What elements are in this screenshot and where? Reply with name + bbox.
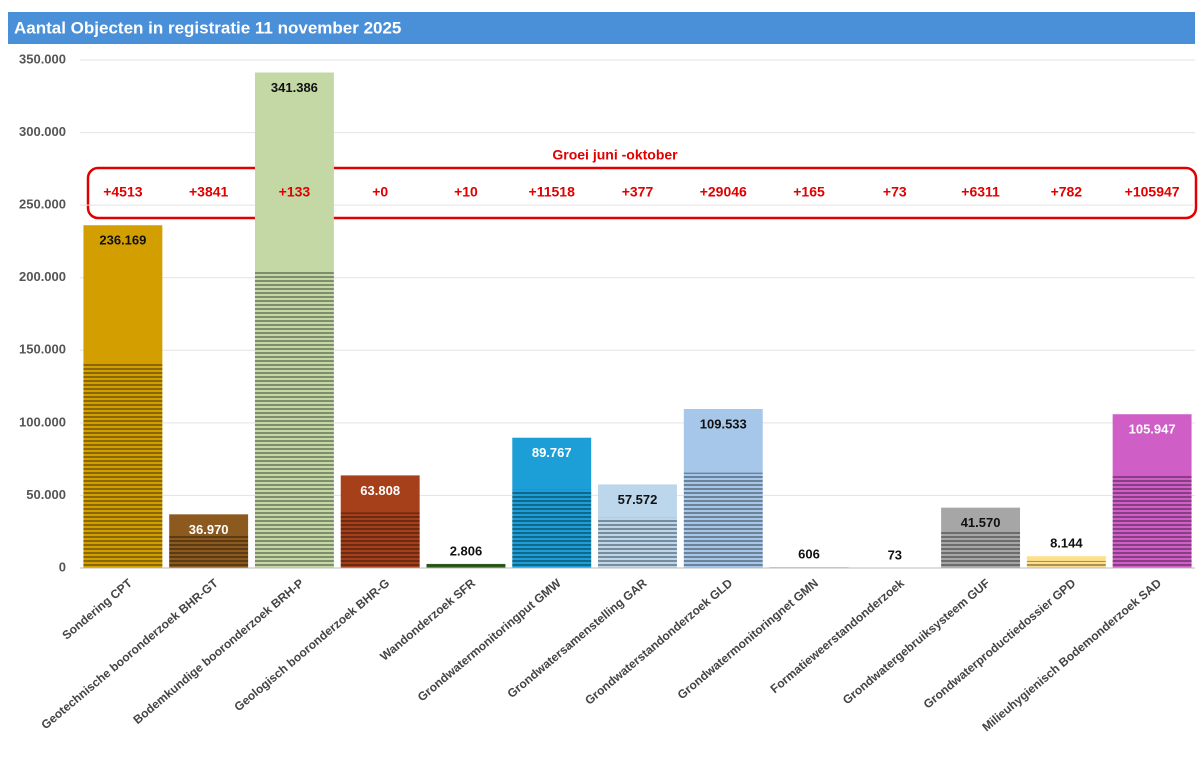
y-tick-label: 50.000 bbox=[26, 487, 66, 502]
value-label: 109.533 bbox=[700, 416, 747, 431]
value-label: 63.808 bbox=[360, 483, 400, 498]
growth-label: +3841 bbox=[189, 184, 229, 200]
growth-label: +782 bbox=[1051, 184, 1083, 200]
x-tick-label: Grondwatergebruiksysteem GUF bbox=[840, 576, 993, 707]
y-tick-label: 250.000 bbox=[19, 197, 66, 212]
value-label: 41.570 bbox=[961, 515, 1001, 530]
growth-label: +377 bbox=[622, 184, 654, 200]
bar-hatch bbox=[1026, 560, 1106, 568]
value-label: 236.169 bbox=[99, 233, 146, 248]
y-tick-label: 200.000 bbox=[19, 269, 66, 284]
growth-label: +133 bbox=[279, 184, 311, 200]
growth-label: +6311 bbox=[961, 184, 1000, 200]
y-tick-label: 300.000 bbox=[19, 124, 66, 139]
x-tick-label: Formatieweerstandonderzoek bbox=[768, 576, 908, 696]
growth-label: +29046 bbox=[700, 184, 747, 200]
bar-hatch bbox=[169, 535, 249, 568]
x-tick-label: Grondwaterstandonderzoek GLD bbox=[582, 576, 735, 708]
growth-label: +73 bbox=[883, 184, 907, 200]
x-tick-label: Grondwaterproductiedossier GPD bbox=[921, 576, 1079, 712]
y-tick-label: 350.000 bbox=[19, 51, 66, 66]
y-tick-label: 100.000 bbox=[19, 414, 66, 429]
bar-hatch bbox=[83, 362, 163, 568]
growth-label: +11518 bbox=[529, 184, 576, 200]
bar-hatch bbox=[683, 472, 763, 568]
x-tick-label: Bodemkundige booronderzoek BRH-P bbox=[130, 576, 306, 727]
annotation: Groei juni -oktober bbox=[552, 147, 678, 163]
value-label: 89.767 bbox=[532, 445, 572, 460]
value-label: 36.970 bbox=[189, 522, 229, 537]
value-label: 57.572 bbox=[618, 492, 658, 507]
value-label: 105.947 bbox=[1129, 422, 1176, 437]
x-tick-label: Geotechnische booronderzoek BHR-GT bbox=[38, 576, 221, 732]
value-label: 2.806 bbox=[450, 543, 483, 558]
x-tick-label: Wandonderzoek SFR bbox=[377, 576, 478, 664]
title-bar bbox=[8, 12, 1195, 44]
y-tick-label: 150.000 bbox=[19, 342, 66, 357]
bar-hatch bbox=[426, 565, 506, 568]
value-label: 73 bbox=[888, 547, 902, 562]
x-tick-label: Grondwatermonitoringnet GMN bbox=[675, 576, 821, 702]
annotation-box bbox=[86, 166, 1198, 220]
bar-hatch bbox=[598, 517, 677, 568]
growth-label: +0 bbox=[372, 184, 388, 200]
bar-hatch bbox=[340, 512, 420, 568]
value-label: 606 bbox=[798, 547, 820, 562]
x-tick-label: Grondwatersamenstelling GAR bbox=[505, 576, 650, 701]
bar-hatch bbox=[941, 531, 1021, 568]
x-tick-label: Sondering CPT bbox=[59, 576, 135, 643]
bar-hatch bbox=[1112, 475, 1192, 568]
y-tick-label: 0 bbox=[59, 559, 66, 574]
x-tick-label: Geologisch booronderzoek BHR-G bbox=[231, 576, 392, 714]
value-label: 341.386 bbox=[271, 80, 318, 95]
growth-label: +4513 bbox=[103, 184, 143, 200]
growth-label: +165 bbox=[793, 184, 825, 200]
bar-hatch bbox=[254, 270, 334, 568]
chart-title: Aantal Objecten in registratie 11 novemb… bbox=[14, 18, 401, 37]
bar-hatch bbox=[512, 489, 592, 568]
x-tick-label: Milieuhygienisch Bodemonderzoek SAD bbox=[979, 576, 1164, 734]
growth-label: +10 bbox=[454, 184, 478, 200]
x-tick-label: Grondwatermonitoringput GMW bbox=[415, 576, 564, 705]
value-label: 8.144 bbox=[1050, 536, 1083, 551]
growth-label: +105947 bbox=[1125, 184, 1180, 200]
